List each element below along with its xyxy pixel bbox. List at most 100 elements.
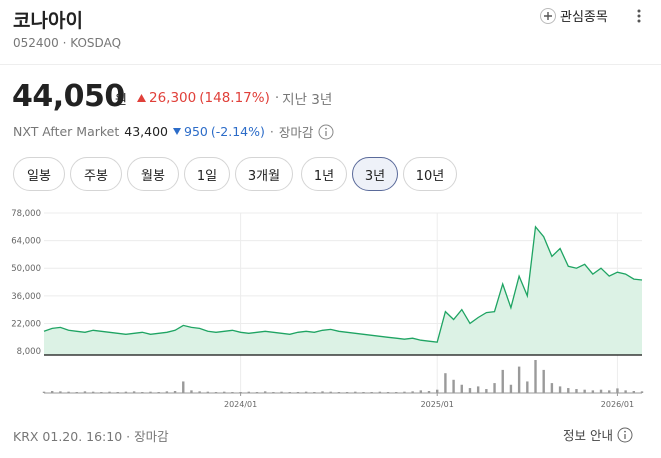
period: 지난 3년 bbox=[282, 92, 333, 108]
info-icon[interactable] bbox=[318, 124, 334, 140]
volume-bar bbox=[354, 391, 357, 393]
volume-bar bbox=[468, 388, 472, 393]
period-tab[interactable]: 월봉 bbox=[127, 157, 179, 191]
volume-bar bbox=[444, 373, 447, 393]
volume-bar bbox=[567, 388, 570, 393]
market: KOSDAQ bbox=[70, 36, 122, 50]
volume-bar bbox=[83, 391, 87, 393]
x-tick-label: 2026/01 bbox=[601, 400, 634, 409]
volume-bar bbox=[247, 391, 250, 393]
volume-bar bbox=[427, 391, 431, 393]
period-tab[interactable]: 주봉 bbox=[70, 157, 122, 191]
volume-bar bbox=[624, 390, 627, 393]
volume-bar bbox=[42, 391, 46, 393]
volume-bar bbox=[476, 386, 480, 393]
volume-bar bbox=[345, 392, 349, 393]
volume-bar bbox=[436, 389, 439, 393]
plus-icon bbox=[540, 7, 556, 24]
volume-bar bbox=[534, 360, 537, 393]
volume-bar bbox=[75, 392, 78, 393]
more-icon[interactable] bbox=[636, 8, 642, 24]
volume-bar bbox=[182, 381, 185, 393]
stock-meta: 052400 · KOSDAQ bbox=[13, 36, 122, 50]
price-change: 26,300 (148.17%) · 지난 3년 bbox=[137, 88, 332, 108]
volume-bar bbox=[419, 390, 423, 393]
volume-bar bbox=[526, 381, 529, 393]
volume-bar bbox=[395, 392, 398, 393]
nxt-change: 950 (-2.14%) bbox=[173, 124, 265, 139]
volume-bar bbox=[640, 391, 644, 393]
volume-bar bbox=[386, 392, 390, 393]
volume-bar bbox=[362, 392, 365, 393]
volume-bar bbox=[370, 392, 373, 393]
info-link[interactable]: 정보 안내 bbox=[563, 425, 633, 444]
y-tick-label: 64,000 bbox=[11, 237, 41, 247]
watch-button[interactable]: 관심종목 bbox=[540, 6, 608, 25]
change-pct: (148.17%) bbox=[199, 90, 270, 106]
chart: 8,000 22,000 36,000 50,000 64,000 78,000 2024/… bbox=[11, 209, 644, 409]
volume-bar bbox=[460, 384, 463, 393]
volume-bar bbox=[599, 389, 603, 393]
volume-bar bbox=[550, 383, 554, 393]
volume-bar bbox=[575, 389, 578, 393]
info-label: 정보 안내 bbox=[563, 428, 613, 443]
nxt-price: 43,400 bbox=[124, 124, 169, 139]
volume-bar bbox=[517, 366, 521, 393]
volume-bar bbox=[509, 384, 513, 393]
volume-bar bbox=[591, 390, 595, 393]
info-icon bbox=[617, 427, 633, 442]
period-tab[interactable]: 3개월 bbox=[235, 157, 293, 191]
volume-bar bbox=[608, 390, 611, 393]
volume-bar bbox=[173, 391, 177, 393]
volume-bar bbox=[337, 392, 341, 393]
nxt-row: NXT After Market 43,400 950 (-2.14%) · 장… bbox=[13, 122, 334, 141]
volume-bar bbox=[493, 383, 496, 393]
volume-bar bbox=[411, 391, 414, 393]
period-tab[interactable]: 1일 bbox=[184, 157, 230, 191]
volume-bar bbox=[378, 391, 382, 393]
footer-time: KRX 01.20. 16:10 bbox=[13, 429, 123, 444]
stock-name: 코나아이 bbox=[13, 10, 83, 32]
volume-bar bbox=[616, 388, 619, 393]
volume-bar bbox=[272, 392, 275, 393]
down-arrow bbox=[173, 128, 182, 135]
x-tick-label: 2024/01 bbox=[224, 400, 257, 409]
watch-label: 관심종목 bbox=[560, 10, 608, 25]
volume-bar bbox=[321, 391, 324, 393]
volume-bar bbox=[239, 392, 242, 393]
volume-bar bbox=[141, 392, 144, 393]
volume-bar bbox=[452, 379, 455, 393]
change: 26,300 bbox=[149, 90, 197, 106]
volume-bar bbox=[231, 392, 234, 393]
divider bbox=[0, 64, 661, 65]
volume-bar bbox=[206, 391, 210, 393]
period-tab[interactable]: 3년 bbox=[352, 157, 398, 191]
volume-bar bbox=[558, 386, 562, 393]
volume-bar bbox=[583, 389, 586, 393]
volume-bar bbox=[67, 391, 70, 393]
volume-bar bbox=[132, 391, 136, 393]
volume-bar bbox=[403, 391, 406, 393]
y-tick-label: 36,000 bbox=[11, 292, 41, 302]
volume-bar bbox=[190, 390, 193, 393]
price-line bbox=[43, 225, 643, 343]
volume-bar bbox=[223, 391, 226, 393]
volume-bar bbox=[116, 392, 119, 393]
period-tab[interactable]: 1년 bbox=[301, 157, 347, 191]
volume-bar bbox=[296, 392, 300, 393]
volume-bar bbox=[59, 391, 62, 393]
volume-bar bbox=[280, 391, 283, 393]
volume-bar bbox=[542, 369, 545, 393]
nxt-change-value: 950 bbox=[184, 124, 208, 139]
volume-bar bbox=[288, 392, 291, 393]
period-tab[interactable]: 일봉 bbox=[13, 157, 65, 191]
price: 44,050 bbox=[12, 79, 125, 114]
y-tick-label: 8,000 bbox=[17, 347, 41, 357]
volume-bar bbox=[108, 391, 111, 393]
stock-code: 052400 bbox=[13, 36, 59, 50]
volume-bar bbox=[263, 391, 267, 393]
period-tab[interactable]: 10년 bbox=[403, 157, 457, 191]
volume-bar bbox=[91, 391, 95, 393]
volume-bar bbox=[255, 392, 259, 393]
volume-bar bbox=[149, 391, 152, 393]
